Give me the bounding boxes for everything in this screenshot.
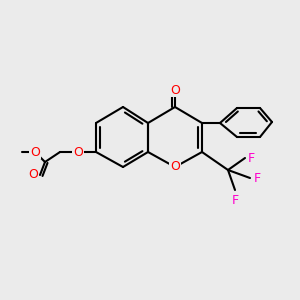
Text: F: F [248,152,255,164]
Text: F: F [254,172,261,184]
Text: O: O [73,146,83,158]
Text: O: O [28,169,38,182]
Text: O: O [170,160,180,173]
Text: O: O [30,146,40,158]
Text: F: F [231,194,239,207]
Text: O: O [170,83,180,97]
